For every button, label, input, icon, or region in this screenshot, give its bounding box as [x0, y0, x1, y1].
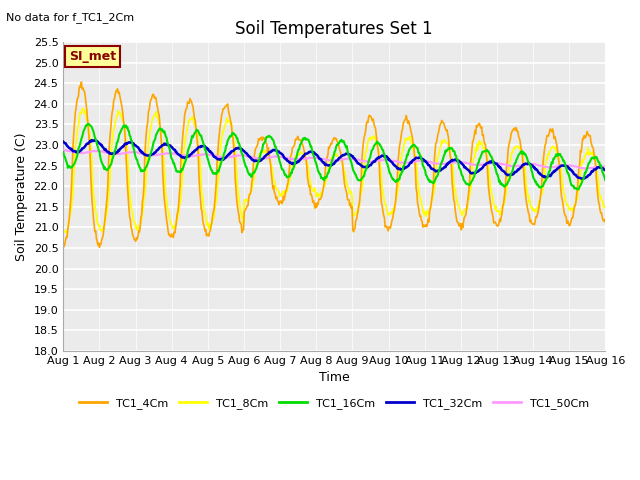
X-axis label: Time: Time	[319, 371, 349, 384]
Text: No data for f_TC1_2Cm: No data for f_TC1_2Cm	[6, 12, 134, 23]
Legend: TC1_4Cm, TC1_8Cm, TC1_16Cm, TC1_32Cm, TC1_50Cm: TC1_4Cm, TC1_8Cm, TC1_16Cm, TC1_32Cm, TC…	[75, 394, 594, 413]
Title: Soil Temperatures Set 1: Soil Temperatures Set 1	[236, 20, 433, 38]
Y-axis label: Soil Temperature (C): Soil Temperature (C)	[15, 132, 28, 261]
Text: SI_met: SI_met	[68, 50, 116, 63]
